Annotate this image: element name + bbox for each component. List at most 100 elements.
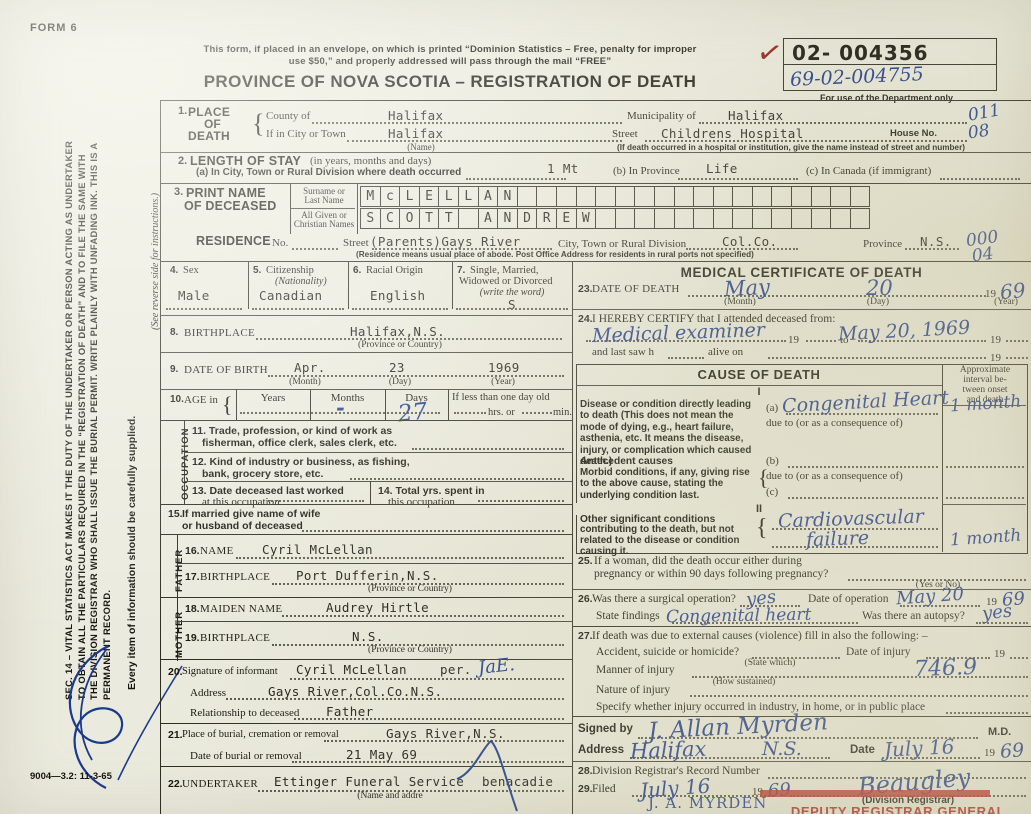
letter-cell[interactable]: T: [439, 208, 459, 229]
letter-cell[interactable]: [772, 186, 793, 207]
length-of-stay-b-rule: [678, 178, 798, 180]
row-divider-10: [161, 504, 572, 506]
city-rule: [347, 140, 622, 142]
letter-cell[interactable]: [654, 186, 675, 207]
letter-cell[interactable]: [713, 186, 734, 207]
date-of-death-rule: [688, 295, 986, 297]
letter-cell[interactable]: [615, 208, 636, 229]
letter-cell[interactable]: [733, 208, 753, 229]
signature-year-prefix: 19: [984, 747, 995, 759]
row-divider-3: [161, 261, 1031, 263]
how-sustained-sublabel: (How sustained): [712, 677, 776, 687]
letter-cell[interactable]: [811, 208, 832, 229]
row-divider-1: [161, 152, 1031, 153]
registrar-record-number-rule: [768, 777, 1026, 779]
signed-by-label: Signed by: [578, 723, 633, 735]
age-brace: {: [222, 392, 233, 417]
letter-cell[interactable]: [713, 208, 734, 229]
letter-cell[interactable]: [596, 208, 616, 229]
letter-cell[interactable]: W: [576, 208, 597, 229]
cause-line-c-rule: [788, 497, 938, 499]
letter-cell[interactable]: [792, 208, 812, 229]
letter-cell[interactable]: [772, 208, 793, 229]
letter-cell[interactable]: L: [458, 186, 479, 207]
letter-cell[interactable]: [674, 186, 695, 207]
letter-cell[interactable]: N: [498, 186, 518, 207]
letter-cell[interactable]: [654, 208, 675, 229]
residence-city-rule: [686, 248, 798, 250]
letter-cell[interactable]: A: [478, 186, 499, 207]
letter-cell[interactable]: L: [400, 186, 420, 207]
length-of-stay-label: LENGTH OF STAY: [190, 154, 302, 168]
operation-date-label: Date of operation: [808, 593, 889, 605]
letter-cell[interactable]: [556, 186, 577, 207]
letter-cell[interactable]: E: [556, 208, 577, 229]
letter-cell[interactable]: [517, 186, 538, 207]
letter-cell[interactable]: R: [537, 208, 557, 229]
place-of-death-number: 1.: [178, 105, 188, 117]
letter-cell[interactable]: [811, 186, 832, 207]
letter-cell[interactable]: [596, 186, 616, 207]
letter-cell[interactable]: C: [380, 208, 401, 229]
medical-divider-1: [573, 309, 1031, 310]
letter-cell[interactable]: [635, 186, 655, 207]
letter-cell[interactable]: [458, 208, 479, 229]
length-of-stay-number: 2.: [178, 155, 188, 167]
letter-cell[interactable]: [635, 208, 655, 229]
residence-province-label: Province: [863, 238, 903, 250]
letter-cell[interactable]: N: [498, 208, 518, 229]
signed-by-rule: [638, 737, 978, 739]
decorative-ink-scribble: [68, 645, 124, 789]
mother-birthplace-sublabel: (Province or Country): [368, 645, 452, 655]
letter-cell[interactable]: T: [419, 208, 440, 229]
letter-cell[interactable]: [850, 186, 871, 207]
letter-cell[interactable]: [694, 208, 714, 229]
marital-status-number: 7.: [457, 265, 466, 276]
registrar-record-number-label-number: 28.: [578, 765, 593, 777]
filed-number: 29.: [578, 783, 593, 795]
letter-cell[interactable]: [850, 208, 871, 229]
informant-per-signature: JaE.: [477, 654, 516, 679]
antecedent-causes-description: Morbid conditions, if any, giving rise t…: [580, 467, 750, 501]
letter-cell[interactable]: [576, 186, 597, 207]
letter-cell[interactable]: [831, 186, 851, 207]
given-label-line-2: Christian Names: [293, 219, 355, 229]
due-to-label-a: due to (or as a consequence of): [766, 417, 903, 429]
letter-cell[interactable]: [752, 208, 773, 229]
letter-cell[interactable]: D: [517, 208, 538, 229]
injury-year: 19: [994, 648, 1005, 660]
father-birthplace-sublabel: (Province or Country): [368, 584, 452, 594]
cause-line-b-rule: [788, 466, 938, 468]
accident-state-which-sublabel: (State which): [744, 658, 796, 668]
racial-origin-value: English: [370, 288, 426, 303]
letter-cell[interactable]: M: [360, 186, 381, 207]
letter-cell[interactable]: A: [478, 208, 499, 229]
letter-cell[interactable]: [694, 186, 714, 207]
letter-cell[interactable]: c: [380, 186, 401, 207]
injury-location-rule: [946, 712, 1028, 714]
letter-cell[interactable]: [752, 186, 773, 207]
letter-cell[interactable]: [792, 186, 812, 207]
letter-cell[interactable]: [615, 186, 636, 207]
letter-cell[interactable]: [831, 208, 851, 229]
occupation-item-13-line-1: 13. Date deceased last worked: [192, 485, 344, 497]
print-name-label-2: OF DECEASED: [184, 199, 277, 213]
letter-cell[interactable]: [674, 208, 695, 229]
informant-rule: [290, 678, 564, 680]
letter-cell[interactable]: O: [400, 208, 420, 229]
letter-cell[interactable]: [537, 186, 557, 207]
date-of-birth-number: 9.: [170, 364, 179, 375]
letter-cell[interactable]: [733, 186, 753, 207]
letter-cell[interactable]: L: [439, 186, 459, 207]
letter-cell[interactable]: E: [419, 186, 440, 207]
mother-birthplace-number: 19.: [185, 632, 200, 644]
city-or-town-label: If in City or Town: [266, 128, 346, 140]
spouse-label-line-1: If married give name of wife: [182, 508, 321, 520]
given-name-letter-boxes[interactable]: S C O T T A N D R E W: [360, 208, 871, 229]
occupation-item-14-rule: [478, 500, 564, 502]
marital-status-label-2: Widowed or Divorced: [459, 276, 553, 287]
mother-birthplace-value: N.S.: [352, 629, 384, 644]
letter-cell[interactable]: S: [360, 208, 381, 229]
interval-column-border: [942, 364, 944, 552]
surname-letter-boxes[interactable]: M c L E L L A N: [360, 186, 871, 207]
